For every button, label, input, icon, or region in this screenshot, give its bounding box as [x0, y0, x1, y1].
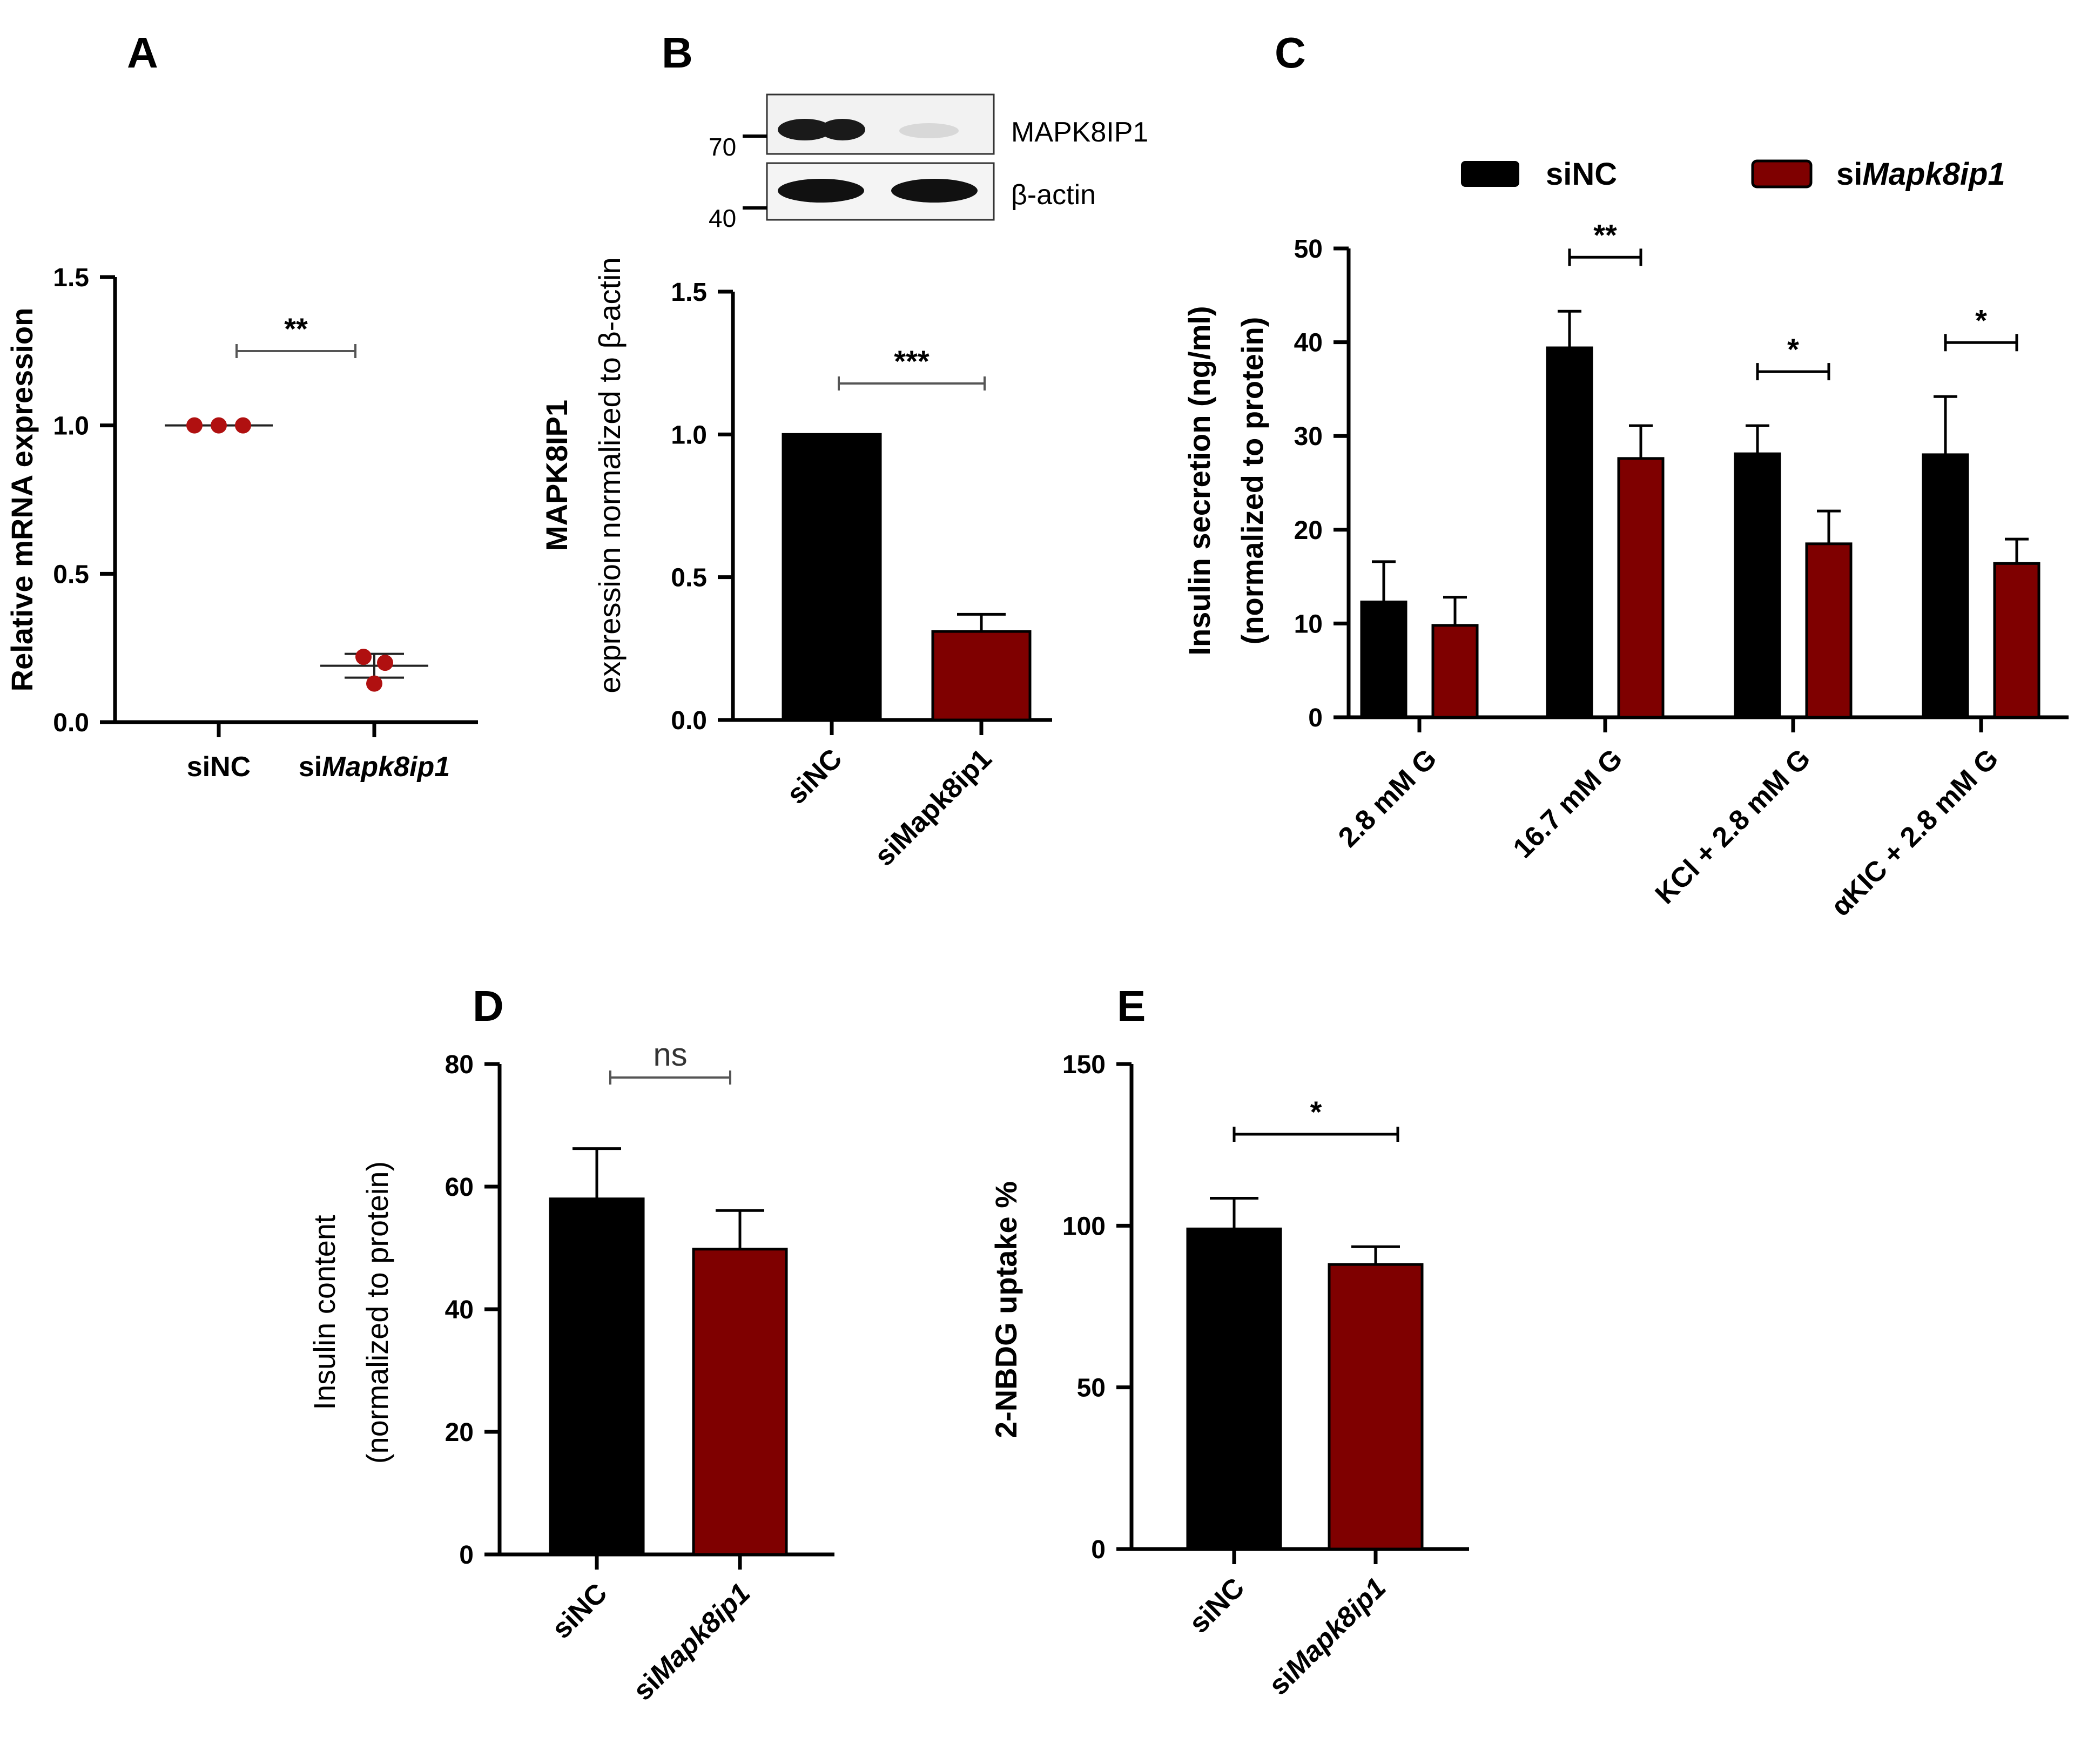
data-point: [186, 417, 203, 434]
bar: [1328, 1263, 1424, 1551]
y-tick-label: 1.5: [53, 264, 89, 292]
x-tick-label: αKIC + 2.8 mM G: [1825, 743, 2004, 922]
legend-label-sinc: siNC: [1546, 157, 1617, 192]
panel-letter-d: D: [473, 982, 504, 1030]
mw-label-70: 70: [709, 133, 736, 161]
significance-label: ***: [894, 344, 930, 378]
y-tick-label: 100: [1062, 1212, 1106, 1241]
y-tick-label: 0.0: [53, 709, 89, 737]
y-tick-label: 0: [1091, 1536, 1106, 1564]
bar: [1186, 1227, 1282, 1551]
y-axis-title-line1: Insulin secretion (ng/ml): [1182, 306, 1216, 655]
panel-b: B 70 40 MAPK8IP1 β-actin 0.0 0.5 1.0 1.5 siN…: [540, 29, 1148, 872]
data-point: [235, 417, 251, 434]
western-blot: 70 40 MAPK8IP1 β-actin: [709, 93, 1148, 232]
y-tick-label: 40: [445, 1296, 474, 1324]
data-point: [211, 417, 227, 434]
panel-a: A 0.0 0.5 1.0 1.5 siNC siMapk8ip1 ** Relative m…: [5, 29, 478, 783]
blot-band: [778, 179, 864, 203]
y-axis-title-line2: (normalized to protein): [1235, 317, 1269, 645]
panel-letter-b: B: [662, 29, 693, 77]
bar: [1922, 453, 1969, 719]
bar: [931, 630, 1032, 722]
x-tick-label: siNC: [781, 743, 848, 810]
significance-label: *: [1787, 332, 1799, 366]
x-tick-label: siMapk8ip1: [627, 1577, 756, 1706]
mw-label-40: 40: [709, 204, 736, 232]
bar: [1617, 457, 1665, 719]
y-tick-label: 150: [1062, 1051, 1106, 1079]
bar: [1805, 542, 1853, 719]
panel-letter-a: A: [127, 29, 158, 77]
bar: [1734, 452, 1781, 719]
significance-label: ns: [653, 1036, 687, 1073]
legend-swatch-sinc: [1461, 161, 1519, 187]
legend-label-simapk8ip1: siMapk8ip1: [1836, 157, 2005, 192]
y-tick-label: 60: [445, 1173, 474, 1202]
x-tick-label: siNC: [1183, 1572, 1251, 1639]
blot-band: [778, 119, 832, 140]
y-tick-label: 1.0: [671, 421, 707, 449]
y-axis-title-line2: expression normalized to β-actin: [592, 257, 627, 693]
y-axis-title-line1: MAPK8IP1: [540, 400, 574, 551]
x-tick-label: siMapk8ip1: [299, 751, 450, 783]
y-tick-label: 80: [445, 1051, 474, 1079]
bar: [1360, 600, 1407, 719]
x-tick-label: siMapk8ip1: [1263, 1572, 1392, 1701]
y-tick-label: 0: [459, 1541, 474, 1570]
bar: [692, 1248, 788, 1556]
significance-label: *: [1310, 1095, 1322, 1129]
data-point: [355, 649, 372, 665]
y-tick-label: 1.0: [53, 412, 89, 441]
y-tick-label: 30: [1294, 422, 1323, 451]
significance-label: **: [1593, 218, 1617, 252]
y-tick-label: 50: [1294, 235, 1323, 264]
y-tick-label: 10: [1294, 610, 1323, 638]
blot-label-actin: β-actin: [1011, 179, 1096, 211]
panel-letter-e: E: [1117, 982, 1146, 1030]
blot-band: [820, 119, 865, 140]
bar: [549, 1197, 645, 1556]
panel-letter-c: C: [1275, 29, 1306, 77]
y-axis-title-line2: (normalized to protein): [360, 1161, 394, 1464]
data-point: [366, 675, 382, 692]
y-tick-label: 1.5: [671, 278, 707, 307]
data-point: [377, 655, 393, 671]
y-tick-label: 50: [1077, 1374, 1106, 1403]
bar: [1993, 562, 2040, 719]
x-tick-label: siNC: [546, 1577, 614, 1645]
panel-c: C siNC siMapk8ip1 0 10 20 30 40 50 2.8 mM G 16.…: [1182, 29, 2069, 923]
blot-band: [891, 179, 978, 203]
y-tick-label: 0.5: [53, 560, 89, 589]
bar: [1546, 346, 1593, 719]
legend-swatch-simapk8ip1: [1751, 159, 1813, 188]
y-tick-label: 20: [1294, 516, 1323, 545]
y-axis-title: 2-NBDG uptake %: [989, 1181, 1023, 1438]
legend: siNC siMapk8ip1: [1461, 157, 2005, 192]
y-tick-label: 20: [445, 1418, 474, 1447]
x-tick-label: siNC: [187, 751, 251, 783]
x-tick-label: KCl + 2.8 mM G: [1649, 743, 1817, 910]
x-tick-label: 2.8 mM G: [1332, 743, 1443, 853]
y-tick-label: 0.5: [671, 564, 707, 593]
x-tick-label: siMapk8ip1: [868, 743, 998, 872]
y-axis-title-line1: Insulin content: [307, 1215, 341, 1410]
bar: [1431, 624, 1479, 719]
blot-band: [899, 123, 959, 138]
y-tick-label: 40: [1294, 329, 1323, 358]
y-axis-title: Relative mRNA expression: [5, 308, 39, 692]
bar: [782, 433, 882, 722]
significance-label: *: [1975, 303, 1987, 337]
y-tick-label: 0: [1308, 704, 1323, 732]
x-tick-label: 16.7 mM G: [1507, 743, 1629, 864]
significance-label: **: [284, 312, 308, 346]
blot-label-mapk8ip1: MAPK8IP1: [1011, 117, 1148, 148]
y-tick-label: 0.0: [671, 706, 707, 735]
